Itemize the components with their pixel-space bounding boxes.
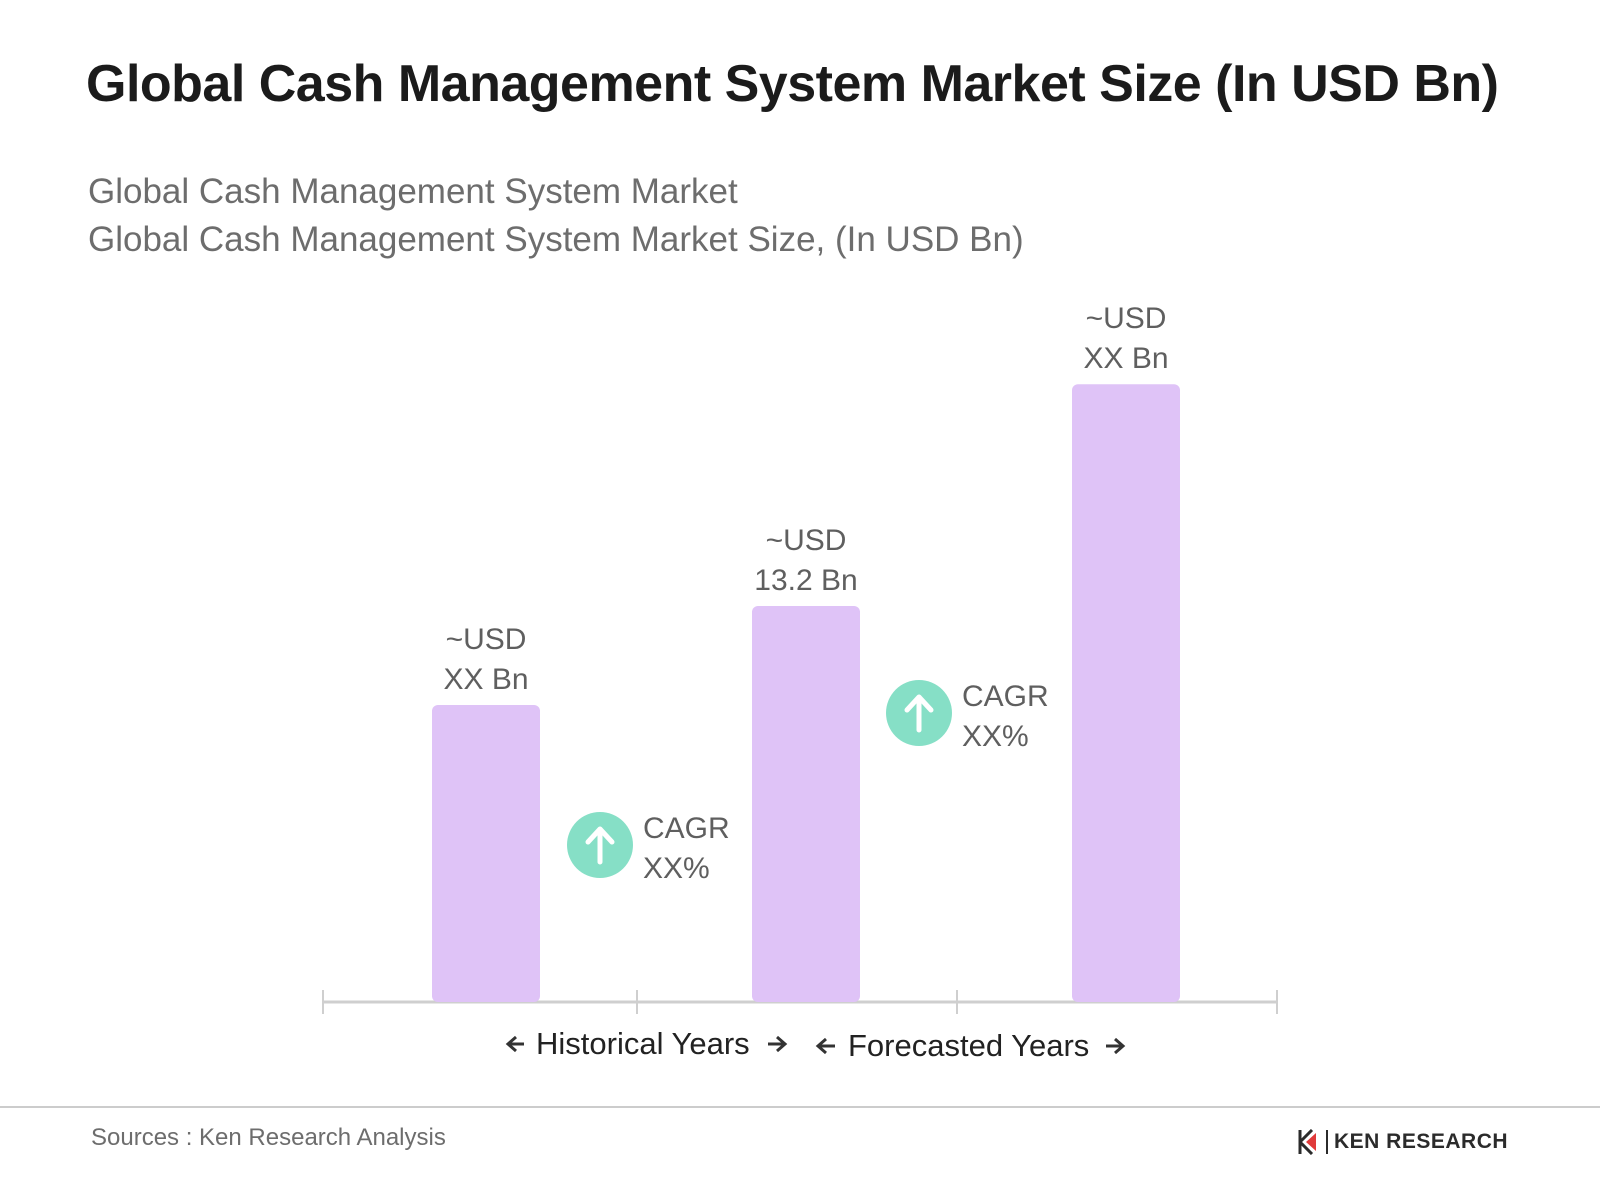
bar-value-label: 13.2 Bn: [754, 564, 857, 597]
arrow-left-icon: [505, 1035, 524, 1053]
chart-subtitle-market: Global Cash Management System Market: [88, 172, 738, 211]
chart-subtitle-size: Global Cash Management System Market Siz…: [88, 220, 1024, 259]
forecasted-years-label-group: Forecasted Years: [815, 1028, 1126, 1063]
bar-chart: ~USD XX Bn ~USD 13.2 Bn ~USD XX Bn CAGR XX% CAG…: [322, 302, 1278, 1063]
arrow-up-icon: [585, 826, 615, 865]
arrow-left-icon: [815, 1037, 835, 1055]
arrow-right-icon: [768, 1035, 788, 1053]
arrow-right-icon: [1106, 1037, 1126, 1055]
bar-value-label: XX Bn: [443, 663, 528, 696]
arrow-up-icon: [904, 694, 934, 733]
cagr-label: XX%: [643, 852, 710, 885]
cagr-label: CAGR: [962, 680, 1049, 713]
historical-years-label: Historical Years: [536, 1026, 750, 1061]
bar-value-label: ~USD: [1086, 302, 1167, 335]
historical-years-label-group: Historical Years: [505, 1026, 788, 1061]
ken-research-logo: KEN RESEARCH: [1298, 1126, 1508, 1158]
bar: [432, 705, 540, 1002]
cagr-label: CAGR: [643, 812, 730, 845]
bar-value-label: XX Bn: [1083, 342, 1168, 375]
ken-research-logo-icon: [1298, 1129, 1316, 1155]
bar-value-label: ~USD: [766, 524, 847, 557]
chart-title: Global Cash Management System Market Siz…: [86, 55, 1499, 113]
bar: [752, 606, 860, 1002]
forecasted-years-label: Forecasted Years: [848, 1028, 1089, 1063]
footer-divider: [0, 1106, 1600, 1108]
bar-value-label: ~USD: [446, 623, 527, 656]
bar: [1072, 384, 1180, 1002]
cagr-label: XX%: [962, 720, 1029, 753]
logo-text: KEN RESEARCH: [1334, 1130, 1509, 1153]
source-note: Sources : Ken Research Analysis: [91, 1124, 446, 1151]
